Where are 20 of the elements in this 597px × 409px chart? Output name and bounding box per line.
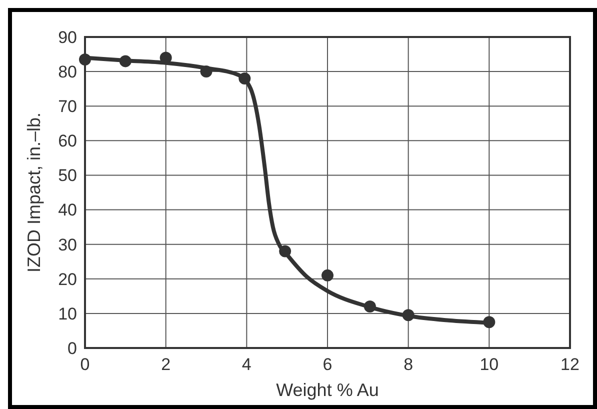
x-axis-title: Weight % Au	[276, 380, 379, 400]
x-tick-label: 4	[242, 355, 252, 374]
y-tick-label: 50	[58, 166, 77, 186]
y-tick-label: 30	[58, 235, 77, 254]
y-tick-label: 40	[58, 200, 77, 220]
y-tick-label: 80	[58, 62, 77, 82]
y-tick-label: 70	[58, 97, 77, 116]
x-tick-label: 8	[404, 355, 414, 374]
x-tick-label: 0	[80, 355, 90, 374]
y-axis-title: IZOD Impact, in.–lb.	[24, 112, 44, 273]
y-tick-label: 20	[58, 270, 77, 289]
x-tick-label: 10	[480, 355, 499, 374]
x-tick-label: 2	[161, 355, 171, 374]
y-tick-label: 60	[58, 132, 77, 151]
point	[322, 269, 334, 282]
x-tick-label: 12	[560, 355, 580, 374]
y-tick-label: 10	[58, 304, 77, 324]
x-tick-label: 6	[322, 355, 332, 374]
y-tick-label: 90	[58, 28, 77, 47]
y-tick-label: 0	[68, 338, 77, 358]
